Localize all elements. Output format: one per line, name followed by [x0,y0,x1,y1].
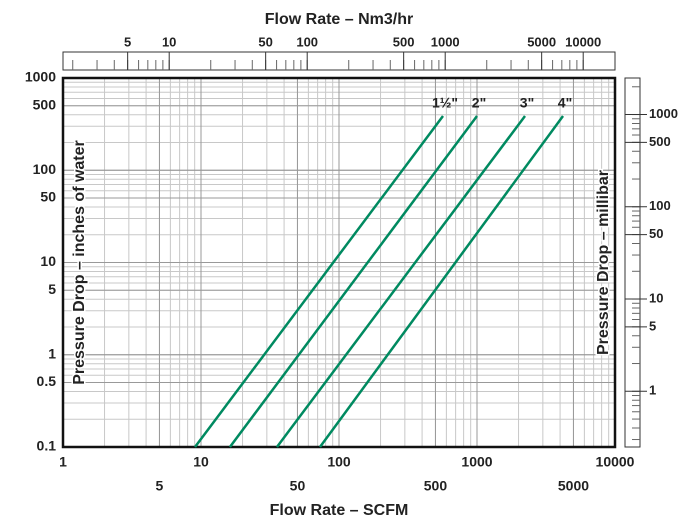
y-tick-label: 0.1 [37,438,57,454]
x-tick-label: 500 [424,478,448,494]
y-tick-label: 500 [33,96,57,112]
plot-frame [61,76,617,449]
x-tick-label: 10 [193,454,209,470]
y-tick-label: 5 [48,281,56,297]
y-tick-label: 10 [40,253,56,269]
x2-axis-box [62,51,616,71]
y-tick-label: 100 [33,161,57,177]
x2-tick-label: 1000 [431,34,460,49]
x-tick-label: 5 [156,478,164,494]
y-tick-label: 50 [40,189,56,205]
x2-axis-title: Flow Rate – Nm3/hr [265,11,413,28]
x2-tick-label: 5000 [527,34,556,49]
y2-tick-label: 100 [649,198,671,213]
y2-tick-label: 1 [649,383,656,398]
series-line [228,115,479,448]
series-label: 1½" [432,95,458,111]
x-axis-title: Flow Rate – SCFM [270,502,409,519]
y2-tick-label: 1000 [649,106,678,121]
x-tick-label: 50 [290,478,306,494]
y2-tick-label: 500 [649,134,671,149]
x2-tick-label: 5 [124,34,131,49]
series-label: 3" [520,95,534,111]
x-tick-label: 1 [59,454,67,470]
y2-tick-label: 50 [649,226,663,241]
series-line [318,115,565,448]
series-line [194,115,444,448]
x2-tick-label: 10 [162,34,176,49]
y-tick-label: 1000 [25,69,56,85]
x-tick-label: 10000 [596,454,635,470]
y2-axis-box [624,77,641,448]
x-tick-label: 5000 [558,478,589,494]
y-tick-label: 0.5 [37,373,57,389]
x2-tick-label: 50 [258,34,272,49]
y2-tick-label: 10 [649,290,663,305]
x-tick-label: 1000 [461,454,492,470]
series-label: 4" [558,95,572,111]
y2-tick-label: 5 [649,318,656,333]
series-line [275,115,527,448]
x-tick-label: 100 [327,454,351,470]
y-axis-title: Pressure Drop – inches of water [71,140,88,385]
y-tick-label: 1 [48,345,56,361]
x2-tick-label: 500 [393,34,415,49]
y2-axis-title: Pressure Drop – millibar [595,170,612,355]
series-label: 2" [472,95,486,111]
x2-tick-label: 10000 [565,34,601,49]
x2-tick-label: 100 [296,34,318,49]
